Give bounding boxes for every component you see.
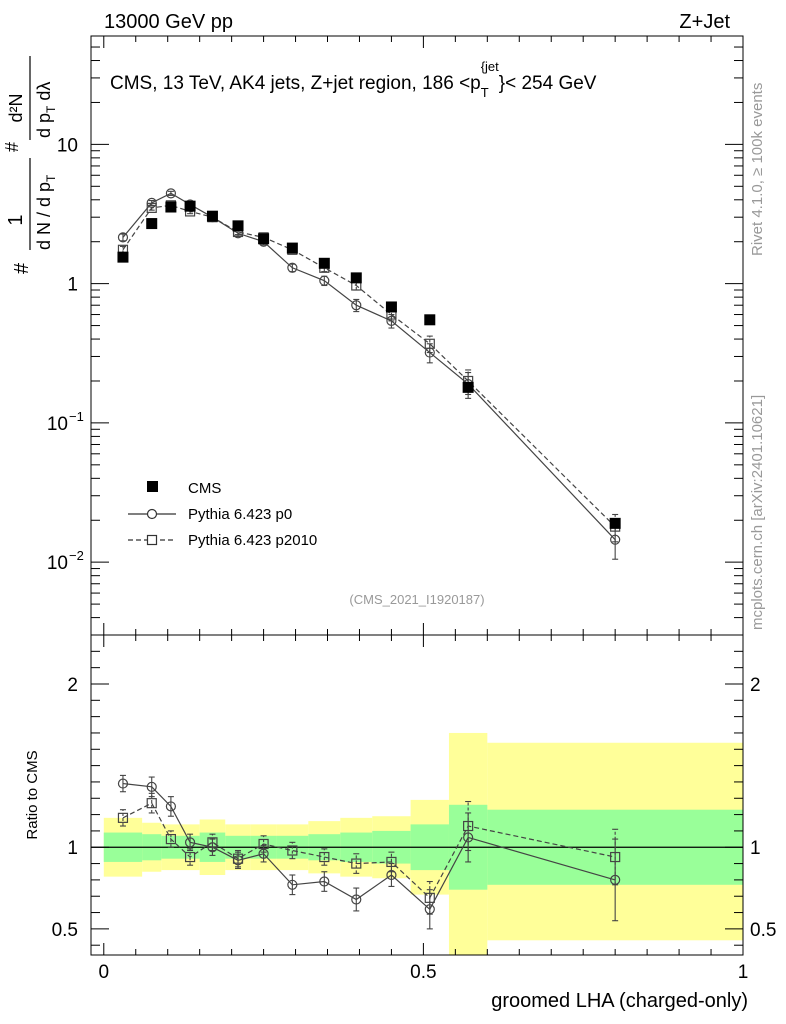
y-tick-exponent: −1 [69, 409, 84, 424]
x-tick-label: 0.5 [410, 962, 436, 983]
main-series-group [117, 188, 621, 560]
x-tick-label: 0 [98, 962, 109, 983]
main-cms-point [117, 251, 129, 263]
rivet-label: Rivet 4.1.0, ≥ 100k events [749, 83, 766, 256]
ylabel-num-1: 1 [5, 214, 27, 225]
main-cms-point [385, 301, 397, 313]
main-cms-point [350, 272, 362, 284]
ratio-p2010-point [165, 833, 177, 845]
main-cms-point [609, 517, 621, 529]
ratio-p0-point [258, 848, 269, 859]
header-right: Z+Jet [679, 11, 730, 33]
ratio-series-group [117, 774, 621, 930]
ylabel-hash-2: # [2, 142, 22, 152]
ratio-p0-point [386, 869, 397, 881]
ratio-p0-point [319, 876, 330, 887]
header-left: 13000 GeV pp [104, 11, 233, 33]
ylabel-den-1: d N / d pT [34, 174, 58, 250]
y-tick-label: 10 [57, 135, 78, 156]
ratio-ylabel: Ratio to CMS [24, 750, 41, 839]
main-cms-point [232, 220, 244, 232]
ratio-p0-point [146, 781, 157, 792]
ratio-axes: 0 0.5 10.5 0.51 12 2 [52, 634, 776, 983]
ylabel-den-2: d pT dλ [34, 82, 58, 138]
main-title: CMS, 13 TeV, AK4 jets, Z+jet region, 186… [110, 59, 597, 100]
legend-label-p2010: Pythia 6.423 p2010 [188, 532, 317, 549]
ratio-y-tick-label-right: 0.5 [750, 920, 776, 941]
legend-marker-cms [147, 481, 158, 492]
main-p0-point [610, 534, 621, 545]
main-cms-point [184, 200, 196, 212]
ratio-y-tick-label-left: 0.5 [52, 920, 78, 941]
ratio-y-tick-label-left: 1 [67, 838, 78, 859]
ratio-p2010-line [122, 802, 616, 899]
ratio-p0-point [207, 842, 218, 853]
ratio-p0-point [351, 894, 362, 905]
ratio-p0-point [184, 837, 196, 848]
legend-label-cms: CMS [188, 480, 221, 497]
ratio-p0-point [117, 778, 129, 789]
y-tick-label: 10 [47, 553, 68, 574]
legend-marker-p0 [146, 508, 158, 520]
legend: CMS Pythia 6.423 p0 Pythia 6.423 p2010 [128, 480, 317, 549]
main-p0-point [146, 197, 157, 208]
ratio-y-tick-label-right: 1 [750, 838, 761, 859]
x-tick-label: 1 [738, 962, 749, 983]
watermark: (CMS_2021_I1920187) [349, 592, 484, 607]
ratio-y-tick-label-left: 2 [67, 675, 78, 696]
ratio-p2010-point [351, 858, 362, 869]
main-p2010-line [122, 204, 616, 528]
y-tick-label: 10 [47, 414, 68, 435]
x-axis-label: groomed LHA (charged-only) [491, 990, 748, 1012]
ratio-p2010-point [184, 851, 196, 863]
main-cms-point [258, 233, 270, 245]
ratio-p0-point [287, 879, 298, 890]
main-cms-point [206, 210, 218, 222]
main-p0-line [122, 192, 616, 541]
ratio-p0-point [232, 855, 244, 866]
ratio-p2010-point [117, 812, 129, 823]
ratio-p0-point [610, 874, 621, 885]
ratio-p2010-point [287, 845, 298, 856]
main-p0-point [165, 188, 177, 199]
main-p0-point [351, 300, 362, 311]
ratio-y-tick-label-right: 2 [750, 675, 761, 696]
y-tick-exponent: −2 [69, 548, 84, 563]
main-p0-point [319, 275, 330, 286]
main-cms-point [462, 381, 474, 393]
main-p0-point [386, 315, 397, 327]
main-p0-point [424, 347, 435, 358]
main-cms-point [146, 218, 158, 230]
legend-marker-p2010 [146, 534, 158, 546]
main-cms-point [286, 242, 298, 254]
main-cms-point [165, 201, 177, 213]
mcplots-label: mcplots.cern.ch [arXiv:2401.10621] [749, 395, 766, 630]
ratio-p0-point [165, 801, 177, 812]
y-tick-label: 1 [67, 275, 78, 296]
main-cms-point [424, 314, 436, 326]
ratio-frame [90, 634, 744, 956]
legend-label-p0: Pythia 6.423 p0 [188, 506, 292, 523]
ratio-p0-point [424, 904, 435, 915]
main-ylabel: # 1 d N / d pT # d²N d pT dλ [2, 56, 58, 274]
main-p0-point [287, 262, 298, 273]
main-cms-point [318, 257, 330, 269]
ratio-p2010-point [146, 798, 157, 809]
ylabel-num-2: d²N [6, 93, 26, 122]
ylabel-hash-1: # [11, 262, 33, 274]
ratio-p2010-point [319, 851, 330, 863]
ratio-p0-point [463, 832, 474, 843]
main-p0-point [117, 232, 129, 243]
ratio-p0-line [122, 782, 616, 911]
